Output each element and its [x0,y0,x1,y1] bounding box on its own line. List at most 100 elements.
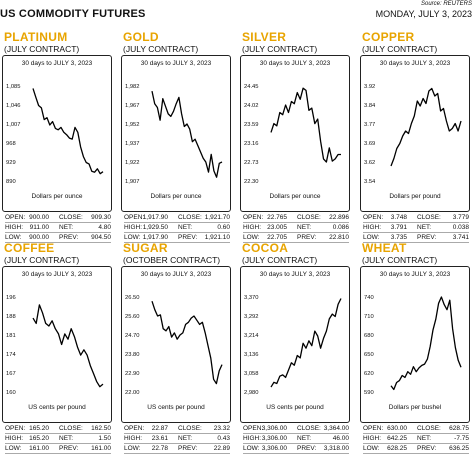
cocoa-chart: 30 days to JULY 3, 2023 US cents per poun… [240,266,350,423]
chart-subtitle: 30 days to JULY 3, 2023 [140,60,212,67]
y-tick-label: 3.69 [364,141,375,147]
y-tick-label: 3,058 [244,371,259,377]
stat-label: CLOSE: [417,213,441,221]
cocoa-line-chart: 3,370 3,292 3,214 3,136 3,058 2,980 [244,295,342,396]
stat-row: LOW: 161.00 PREV: 161.00 [5,444,111,454]
stat-value: 3.735 [390,233,407,241]
chart-subtitle: 30 days to JULY 3, 2023 [379,60,451,67]
y-tick-label: 1,085 [6,84,21,90]
wheat-title: WHEAT [362,241,407,255]
stat-row: HIGH: 3.791 NET: 0.038 [363,223,469,233]
y-tick-label: 680 [364,333,374,339]
coffee-price-line [32,304,104,388]
y-tick-label: 160 [6,390,16,396]
stat-value: 22.765 [267,213,287,221]
coffee-stats-table: OPEN: 165.20 CLOSE: 162.50 HIGH: 165.20 NET: 1.… [5,424,111,454]
stat-row: OPEN: 165.20 CLOSE: 162.50 [5,424,111,434]
y-tick-label: 650 [364,352,374,358]
stat-label: LOW: [363,444,380,452]
platinum-line-chart: 1,085 1,046 1,007 968 929 890 [6,84,104,185]
stat-row: OPEN: 22.765 CLOSE: 22.896 [243,213,349,223]
y-tick-label: 1,937 [125,141,140,147]
y-tick-label: 1,952 [125,122,140,128]
stat-label: NET: [178,223,193,231]
stat-value: 1,917.90 [142,233,168,241]
stat-value: 4.80 [98,223,111,231]
sugar-price-line [151,300,223,385]
stat-row: LOW: 22.78 PREV: 22.89 [124,444,230,454]
y-tick-label: 23.16 [244,141,259,147]
stat-label: LOW: [5,233,22,241]
silver-contract: (JULY CONTRACT) [242,44,318,54]
y-tick-label: 1,982 [125,84,140,90]
stat-row: LOW: 628.25 PREV: 636.25 [363,444,469,454]
y-tick-label: 188 [6,314,16,320]
stat-label: NET: [59,434,74,442]
stat-row: OPEN: 3,306.00 CLOSE: 3,364.00 [243,424,349,434]
stat-row: HIGH: 23.005 NET: 0.086 [243,223,349,233]
stat-value: 636.25 [449,444,469,452]
silver-line-chart: 24.45 24.02 23.59 23.16 22.73 22.30 [244,84,341,185]
stat-label: CLOSE: [178,424,202,432]
stat-value: 161.00 [91,444,111,452]
stat-label: HIGH: [243,223,262,231]
y-tick-label: 24.70 [125,333,140,339]
coffee-chart: 30 days to JULY 3, 2023 US cents per poun… [2,266,112,423]
y-tick-label: 22.90 [125,371,140,377]
page-header: US COMMODITY FUTURES Source: REUTERS MON… [0,0,474,22]
y-tick-label: 3.54 [364,179,376,185]
y-tick-label: 3.77 [364,122,375,128]
copper-contract: (JULY CONTRACT) [362,44,438,54]
stat-label: LOW: [124,233,141,241]
stat-label: PREV: [178,444,198,452]
stat-value: 628.25 [387,444,407,452]
cocoa-title: COCOA [242,241,289,255]
y-tick-label: 620 [364,371,374,377]
stat-label: PREV: [297,444,317,452]
platinum-panel: PLATINUM (JULY CONTRACT) 30 days to JULY 3… [2,30,112,246]
cocoa-price-line [270,298,342,388]
stat-value: 23.61 [151,434,168,442]
chart-subtitle: 30 days to JULY 3, 2023 [21,271,93,278]
stat-value: 0.60 [217,223,230,231]
coffee-line-chart: 196 188 181 174 167 160 [6,295,104,396]
stat-value: 22.78 [151,444,168,452]
silver-price-line [270,87,341,163]
stat-value: 909.30 [91,213,111,221]
chart-unit-label: Dollars per ounce [150,193,202,200]
stat-label: OPEN: [363,424,384,432]
gold-panel: GOLD (JULY CONTRACT) 30 days to JULY 3, 20… [121,30,231,246]
cocoa-contract: (JULY CONTRACT) [242,255,318,265]
stat-value: 23.005 [267,223,287,231]
sugar-panel: SUGAR (OCTOBER CONTRACT) 30 days to JULY 3… [121,241,231,457]
chart-unit-label: Dollars per pound [389,193,441,200]
platinum-contract: (JULY CONTRACT) [4,44,80,54]
stat-value: 22.896 [329,213,349,221]
stat-value: 3,306.00 [261,444,287,452]
chart-subtitle: 30 days to JULY 3, 2023 [140,271,212,278]
chart-unit-label: US cents per pound [266,404,324,411]
y-tick-label: 3,370 [244,295,259,301]
stat-value: 642.25 [387,434,407,442]
stat-value: 161.00 [29,444,49,452]
sugar-line-chart: 26.50 25.60 24.70 23.80 22.90 22.00 [125,295,223,396]
stat-row: HIGH: 642.25 NET: -7.75 [363,434,469,444]
gold-title: GOLD [123,30,159,44]
stat-label: LOW: [363,233,380,241]
stat-value: 3,364.00 [323,424,349,432]
silver-chart: 30 days to JULY 3, 2023 Dollars per ounce… [240,55,350,212]
y-tick-label: 710 [364,314,374,320]
stat-value: 900.00 [29,233,49,241]
silver-panel: SILVER (JULY CONTRACT) 30 days to JULY 3, … [240,30,350,246]
stat-row: LOW: 3,306.00 PREV: 3,318.00 [243,444,349,454]
stat-row: OPEN: 900.00 CLOSE: 909.30 [5,213,111,223]
y-tick-label: 22.73 [244,160,259,166]
y-tick-label: 3.84 [364,103,376,109]
stat-value: 22.89 [213,444,230,452]
stat-value: 3.791 [390,223,407,231]
stat-row: LOW: 22.705 PREV: 22.810 [243,233,349,243]
stat-value: 1,921.10 [204,233,230,241]
sugar-title: SUGAR [123,241,168,255]
stat-label: OPEN: [5,424,26,432]
y-tick-label: 24.45 [244,84,259,90]
